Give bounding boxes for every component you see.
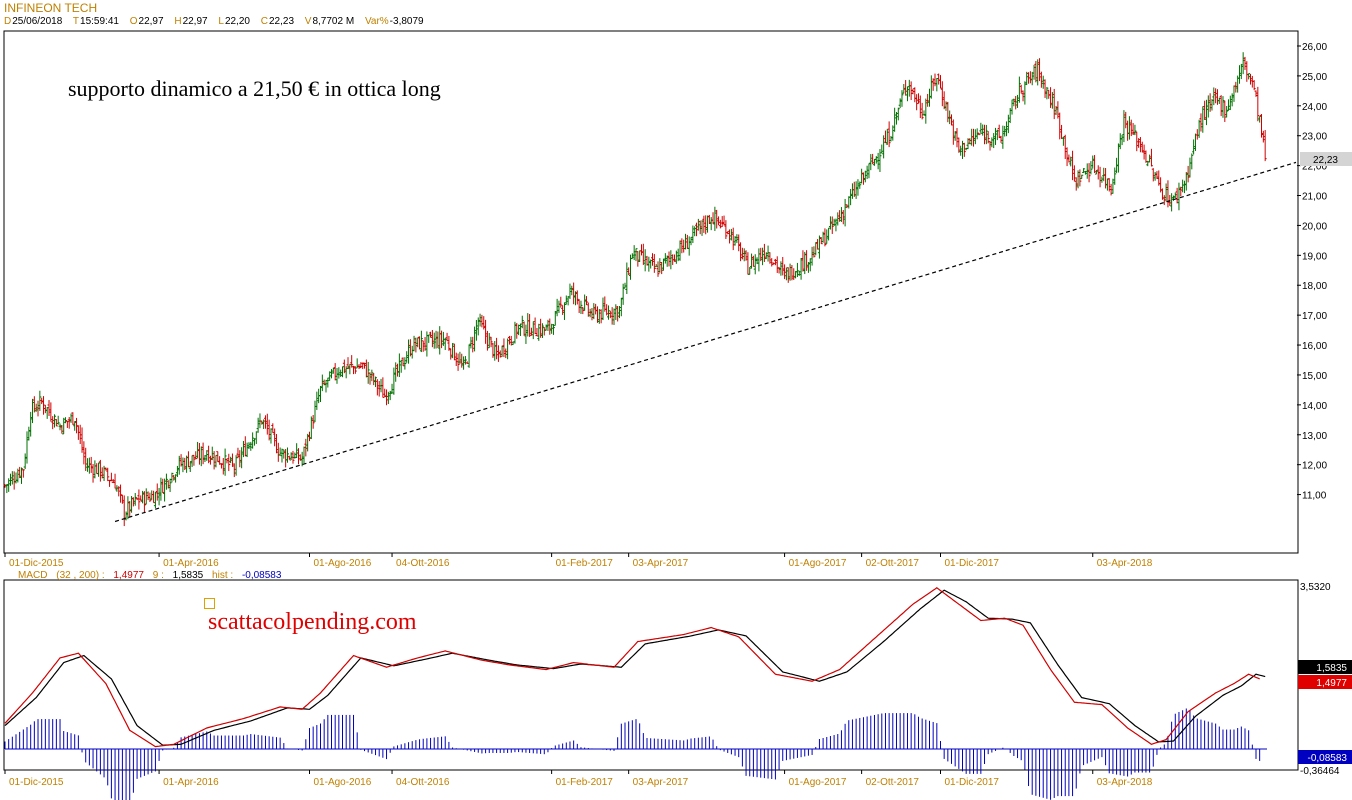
- price-tick-label: 21,00: [1302, 192, 1327, 203]
- price-tick-label: 22,00: [1302, 162, 1327, 173]
- macd-legend: MACD (32 , 200) : 1,4977 9 : 1,5835 hist…: [18, 570, 287, 581]
- price-tick-label: 23,00: [1302, 132, 1327, 143]
- signal-line: [4, 589, 1266, 746]
- price-tick-label: 26,00: [1302, 42, 1327, 53]
- macd-legend-label: MACD: [18, 570, 48, 581]
- price-tick-label: 14,00: [1302, 401, 1327, 412]
- price-tick-label: 15,00: [1302, 371, 1327, 382]
- date-tick-label: 01-Dic-2017: [944, 558, 999, 569]
- price-tick-label: 13,00: [1302, 431, 1327, 442]
- macd-date-axis: 01-Dic-2015 01-Apr-2016 01-Ago-2016 04-Ott-…: [4, 770, 1153, 788]
- price-tick-label: 18,00: [1302, 281, 1327, 292]
- date-tick-label: 02-Ott-2017: [866, 777, 920, 788]
- last-price-badge: 22,23: [1300, 152, 1352, 166]
- macd-tick-label: 3,5320: [1300, 582, 1331, 593]
- price-tick-label: 19,00: [1302, 251, 1327, 262]
- macd-axis: 3,5320 -0,36464: [1300, 582, 1340, 777]
- signal-value-badge: 1,5835: [1298, 660, 1352, 674]
- date-tick-label: 01-Ago-2017: [789, 558, 847, 569]
- date-tick-label: 01-Feb-2017: [556, 777, 614, 788]
- ohlc-info-bar: D25/06/2018 T15:59:41 O22,97 H22,97 L22,…: [4, 16, 424, 27]
- date-tick-label: 01-Feb-2017: [556, 558, 614, 569]
- date-tick-label: 01-Ago-2016: [313, 777, 371, 788]
- price-tick-label: 16,00: [1302, 341, 1327, 352]
- watermark-square-icon: [204, 598, 215, 609]
- hist-value-badge: -0,08583: [1298, 750, 1352, 764]
- date-tick-label: 03-Apr-2018: [1097, 558, 1153, 569]
- price-tick-label: 20,00: [1302, 221, 1327, 232]
- last-price-label: 22,23: [1313, 155, 1338, 166]
- price-tick-label: 25,00: [1302, 72, 1327, 83]
- date-tick-label: 01-Apr-2016: [163, 777, 219, 788]
- hist-value-label: -0,08583: [1308, 753, 1348, 764]
- instrument-title: INFINEON TECH: [4, 1, 98, 15]
- macd-value-badge: 1,4977: [1298, 675, 1352, 689]
- hist-legend-label: hist :: [212, 570, 234, 581]
- price-axis: 11,00 12,00 13,00 14,00 15,00 16,00 17,00 18,00…: [1297, 42, 1327, 502]
- price-tick-label: 24,00: [1302, 102, 1327, 113]
- price-tick-label: 17,00: [1302, 311, 1327, 322]
- date-tick-label: 01-Dic-2015: [9, 558, 64, 569]
- support-annotation: supporto dinamico a 21,50 € in ottica lo…: [68, 76, 441, 101]
- watermark: scattacolpending.com: [208, 609, 417, 635]
- date-tick-label: 01-Apr-2016: [163, 558, 219, 569]
- macd-value-label: 1,4977: [1316, 678, 1347, 689]
- date-tick-label: 04-Ott-2016: [396, 558, 450, 569]
- macd-histogram: [4, 708, 1267, 800]
- macd-legend-value: 1,4977: [113, 570, 144, 581]
- candlestick-series: [3, 52, 1267, 527]
- hist-legend-value: -0,08583: [241, 570, 282, 581]
- dynamic-support-trendline: [114, 161, 1297, 523]
- date-tick-label: 03-Apr-2017: [633, 558, 689, 569]
- macd-line: [4, 587, 1260, 748]
- signal-legend-value: 1,5835: [172, 570, 204, 581]
- date-tick-label: 01-Dic-2015: [9, 777, 64, 788]
- date-tick-label: 01-Dic-2017: [944, 777, 999, 788]
- date-tick-label: 01-Ago-2017: [789, 777, 847, 788]
- macd-legend-params: (32 , 200) :: [56, 570, 105, 581]
- price-tick-label: 12,00: [1302, 461, 1327, 472]
- macd-tick-label: -0,36464: [1300, 766, 1340, 777]
- date-tick-label: 01-Ago-2016: [313, 558, 371, 569]
- date-tick-label: 04-Ott-2016: [396, 777, 450, 788]
- signal-value-label: 1,5835: [1316, 663, 1347, 674]
- price-panel[interactable]: [3, 30, 1299, 554]
- date-tick-label: 03-Apr-2018: [1097, 777, 1153, 788]
- signal-legend-period: 9 :: [152, 570, 164, 581]
- price-tick-label: 11,00: [1302, 491, 1327, 502]
- date-tick-label: 03-Apr-2017: [633, 777, 689, 788]
- date-tick-label: 02-Ott-2017: [866, 558, 920, 569]
- date-axis: 01-Dic-2015 01-Apr-2016 01-Ago-2016 04-Ott-…: [4, 553, 1153, 569]
